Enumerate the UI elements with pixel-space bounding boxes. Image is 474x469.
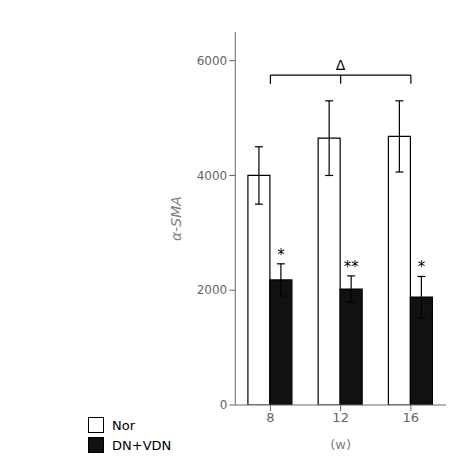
svg-text:16: 16 bbox=[403, 410, 420, 425]
svg-text:α-SMA: α-SMA bbox=[168, 196, 184, 241]
svg-text:**: ** bbox=[344, 258, 360, 276]
svg-text:6000: 6000 bbox=[197, 54, 228, 68]
svg-text:8: 8 bbox=[266, 410, 274, 425]
svg-text:*: * bbox=[277, 246, 285, 264]
svg-text:4000: 4000 bbox=[197, 169, 228, 183]
svg-text:12: 12 bbox=[332, 410, 349, 425]
svg-text:0: 0 bbox=[220, 398, 228, 412]
svg-text:*: * bbox=[418, 258, 426, 276]
svg-text:(w): (w) bbox=[330, 437, 351, 452]
html-text:DN+VDN: DN+VDN bbox=[112, 437, 172, 453]
svg-text:2000: 2000 bbox=[197, 283, 228, 297]
svg-text:Δ: Δ bbox=[336, 57, 346, 73]
html-text:Nor: Nor bbox=[112, 417, 135, 433]
